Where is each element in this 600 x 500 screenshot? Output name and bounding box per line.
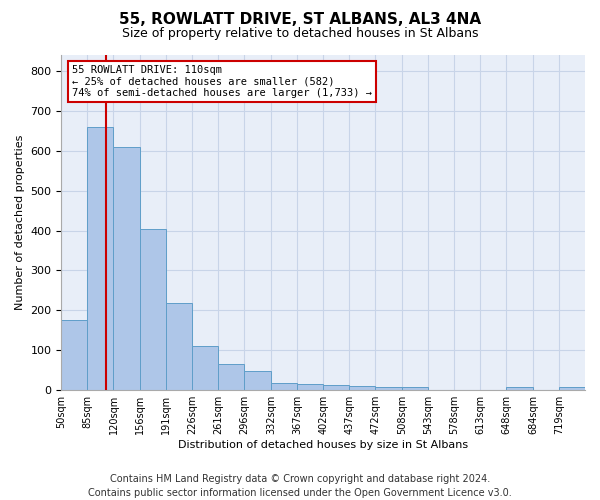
Bar <box>88 127 113 390</box>
Text: 55, ROWLATT DRIVE, ST ALBANS, AL3 4NA: 55, ROWLATT DRIVE, ST ALBANS, AL3 4NA <box>119 12 481 28</box>
Bar <box>297 384 323 390</box>
Bar <box>375 387 402 390</box>
Bar <box>218 364 244 390</box>
Text: Contains HM Land Registry data © Crown copyright and database right 2024.
Contai: Contains HM Land Registry data © Crown c… <box>88 474 512 498</box>
Bar <box>166 303 193 390</box>
Bar <box>113 147 140 390</box>
Bar <box>323 384 349 390</box>
Bar <box>193 346 218 390</box>
Bar <box>244 370 271 390</box>
Text: 55 ROWLATT DRIVE: 110sqm
← 25% of detached houses are smaller (582)
74% of semi-: 55 ROWLATT DRIVE: 110sqm ← 25% of detach… <box>72 65 372 98</box>
X-axis label: Distribution of detached houses by size in St Albans: Distribution of detached houses by size … <box>178 440 468 450</box>
Bar <box>559 387 585 390</box>
Bar <box>271 383 297 390</box>
Bar <box>402 388 428 390</box>
Text: Size of property relative to detached houses in St Albans: Size of property relative to detached ho… <box>122 28 478 40</box>
Bar <box>506 388 533 390</box>
Bar <box>349 386 375 390</box>
Bar <box>140 228 166 390</box>
Y-axis label: Number of detached properties: Number of detached properties <box>15 135 25 310</box>
Bar <box>61 320 88 390</box>
